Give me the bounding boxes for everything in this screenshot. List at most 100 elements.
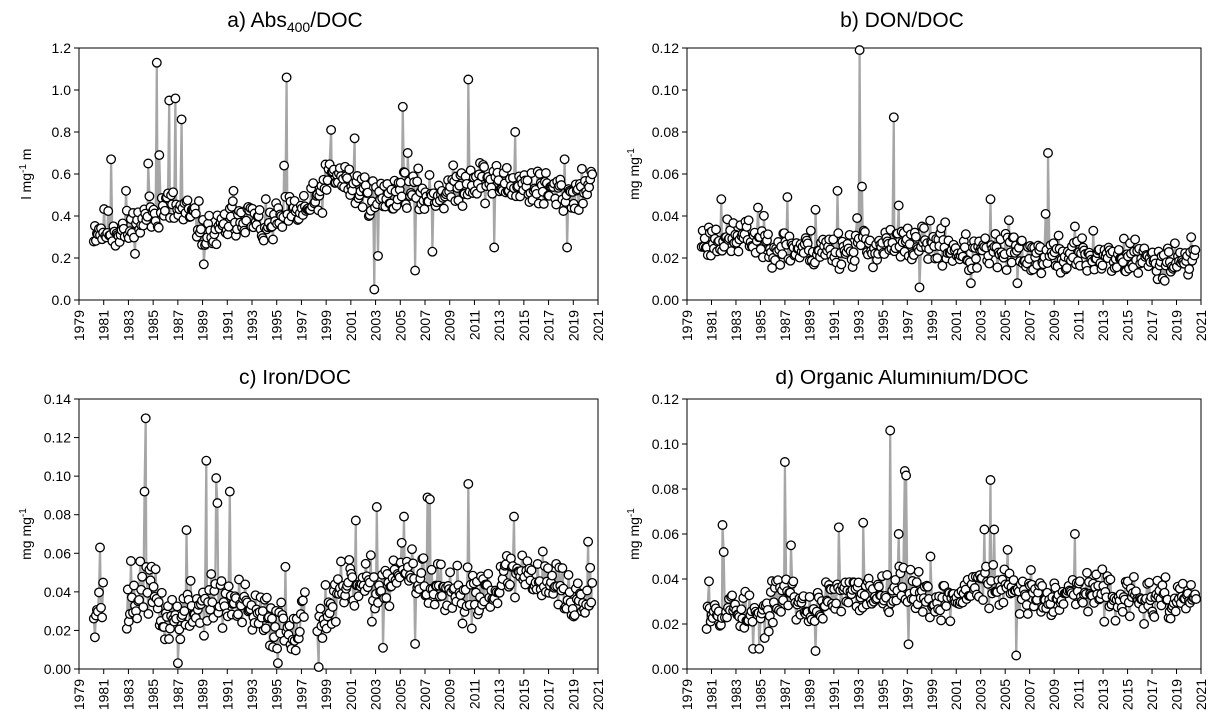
- data-point: [1165, 613, 1176, 624]
- data-point: [212, 498, 223, 509]
- x-tick-label: 1997: [293, 310, 309, 341]
- x-tick-label: 1997: [899, 679, 915, 710]
- data-point: [727, 590, 738, 601]
- data-point: [810, 646, 821, 656]
- data-point: [211, 239, 222, 250]
- data-point: [151, 57, 162, 68]
- data-point: [396, 537, 407, 548]
- data-point: [298, 190, 309, 201]
- data-point: [228, 185, 239, 196]
- data-point: [137, 571, 148, 582]
- data-point: [1110, 615, 1121, 626]
- x-tick-label: 2007: [417, 310, 433, 341]
- x-tick-label: 2007: [417, 679, 433, 710]
- data-point: [278, 613, 289, 624]
- chart-svg-abs400: a) Abs400/DOC l mg-1 m 0.0 0.2 0.4 0.6 0.8 1.0 1…: [18, 9, 606, 341]
- x-tick-label: 1983: [728, 310, 744, 341]
- data-point: [833, 522, 844, 533]
- data-point: [1159, 275, 1170, 286]
- x-tick-label: 1985: [752, 310, 768, 341]
- x-tick-label: 1999: [318, 679, 334, 710]
- x-tick-label: 2011: [466, 679, 482, 709]
- data-point: [267, 613, 277, 624]
- data-point: [1002, 544, 1013, 555]
- data-point: [342, 173, 353, 184]
- data-point: [913, 566, 924, 577]
- data-point: [347, 572, 358, 583]
- data-point: [979, 524, 990, 535]
- data-point: [206, 569, 217, 580]
- data-point: [1011, 650, 1022, 661]
- data-point: [129, 580, 139, 591]
- data-point: [435, 559, 446, 570]
- data-point: [754, 643, 765, 654]
- data-point: [1139, 618, 1150, 629]
- data-point: [402, 148, 413, 158]
- data-point: [1113, 244, 1124, 255]
- data-point: [873, 581, 884, 592]
- y-tick-label: 0.14: [44, 391, 71, 407]
- x-tick-label: 1983: [120, 679, 136, 710]
- data-point: [416, 568, 427, 578]
- data-point: [805, 225, 816, 236]
- data-point: [1124, 611, 1135, 622]
- x-tick-label: 1991: [219, 679, 235, 710]
- data-point: [97, 612, 108, 623]
- data-point: [810, 204, 821, 215]
- y-tick-label: 0.08: [652, 481, 679, 497]
- x-tick-label: 1979: [679, 679, 695, 710]
- data-point: [1077, 597, 1088, 608]
- data-point: [168, 187, 179, 198]
- data-point: [297, 595, 308, 606]
- data-point: [1022, 608, 1033, 619]
- x-tick-label: 1989: [195, 679, 211, 710]
- data-point: [410, 638, 421, 649]
- chart-svg-don: b) DON/DOC mg mg-1 0.00 0.02 0.04 0.06 0.08 0.1…: [626, 9, 1209, 341]
- data-point: [427, 246, 438, 257]
- data-point: [369, 284, 380, 295]
- data-point: [140, 413, 151, 424]
- data-point: [159, 205, 170, 216]
- data-point: [558, 206, 569, 216]
- data-point: [849, 255, 860, 266]
- data-point: [397, 101, 408, 112]
- data-point: [1012, 278, 1023, 289]
- data-point: [457, 618, 468, 629]
- x-tick-label: 2021: [1193, 679, 1209, 710]
- data-point: [357, 202, 368, 213]
- data-point: [1184, 264, 1195, 275]
- data-point: [716, 194, 727, 205]
- x-tick-label: 2021: [590, 310, 606, 341]
- x-tick-label: 2017: [541, 679, 557, 710]
- x-tick-label: 2001: [343, 310, 359, 341]
- x-tick-label: 2017: [541, 310, 557, 341]
- data-point: [94, 587, 104, 598]
- data-point: [852, 213, 863, 224]
- data-point: [211, 473, 222, 484]
- data-point: [1186, 232, 1197, 243]
- data-point: [767, 617, 778, 628]
- data-point: [843, 597, 854, 608]
- data-point: [858, 517, 869, 528]
- data-point: [280, 561, 291, 572]
- data-point: [479, 162, 490, 172]
- y-tick-label: 0.8: [52, 124, 72, 140]
- data-point: [315, 603, 326, 614]
- x-tick-label: 2001: [343, 679, 359, 710]
- data-point: [321, 184, 332, 195]
- x-tick-label: 2001: [948, 679, 964, 710]
- y-axis-label: mg mg-1: [18, 508, 34, 560]
- data-point: [854, 45, 865, 56]
- data-point: [381, 592, 392, 603]
- y-axis-label: l mg-1 m: [18, 149, 34, 200]
- x-tick-label: 2017: [1144, 679, 1160, 710]
- x-tick-label: 1985: [752, 679, 768, 710]
- data-point: [940, 217, 951, 228]
- data-point: [985, 475, 996, 485]
- data-point: [978, 595, 988, 605]
- x-tick-label: 2013: [491, 310, 507, 341]
- data-point: [972, 262, 982, 273]
- x-tick-label: 2005: [997, 679, 1013, 710]
- data-point: [775, 259, 786, 270]
- data-point: [971, 253, 981, 264]
